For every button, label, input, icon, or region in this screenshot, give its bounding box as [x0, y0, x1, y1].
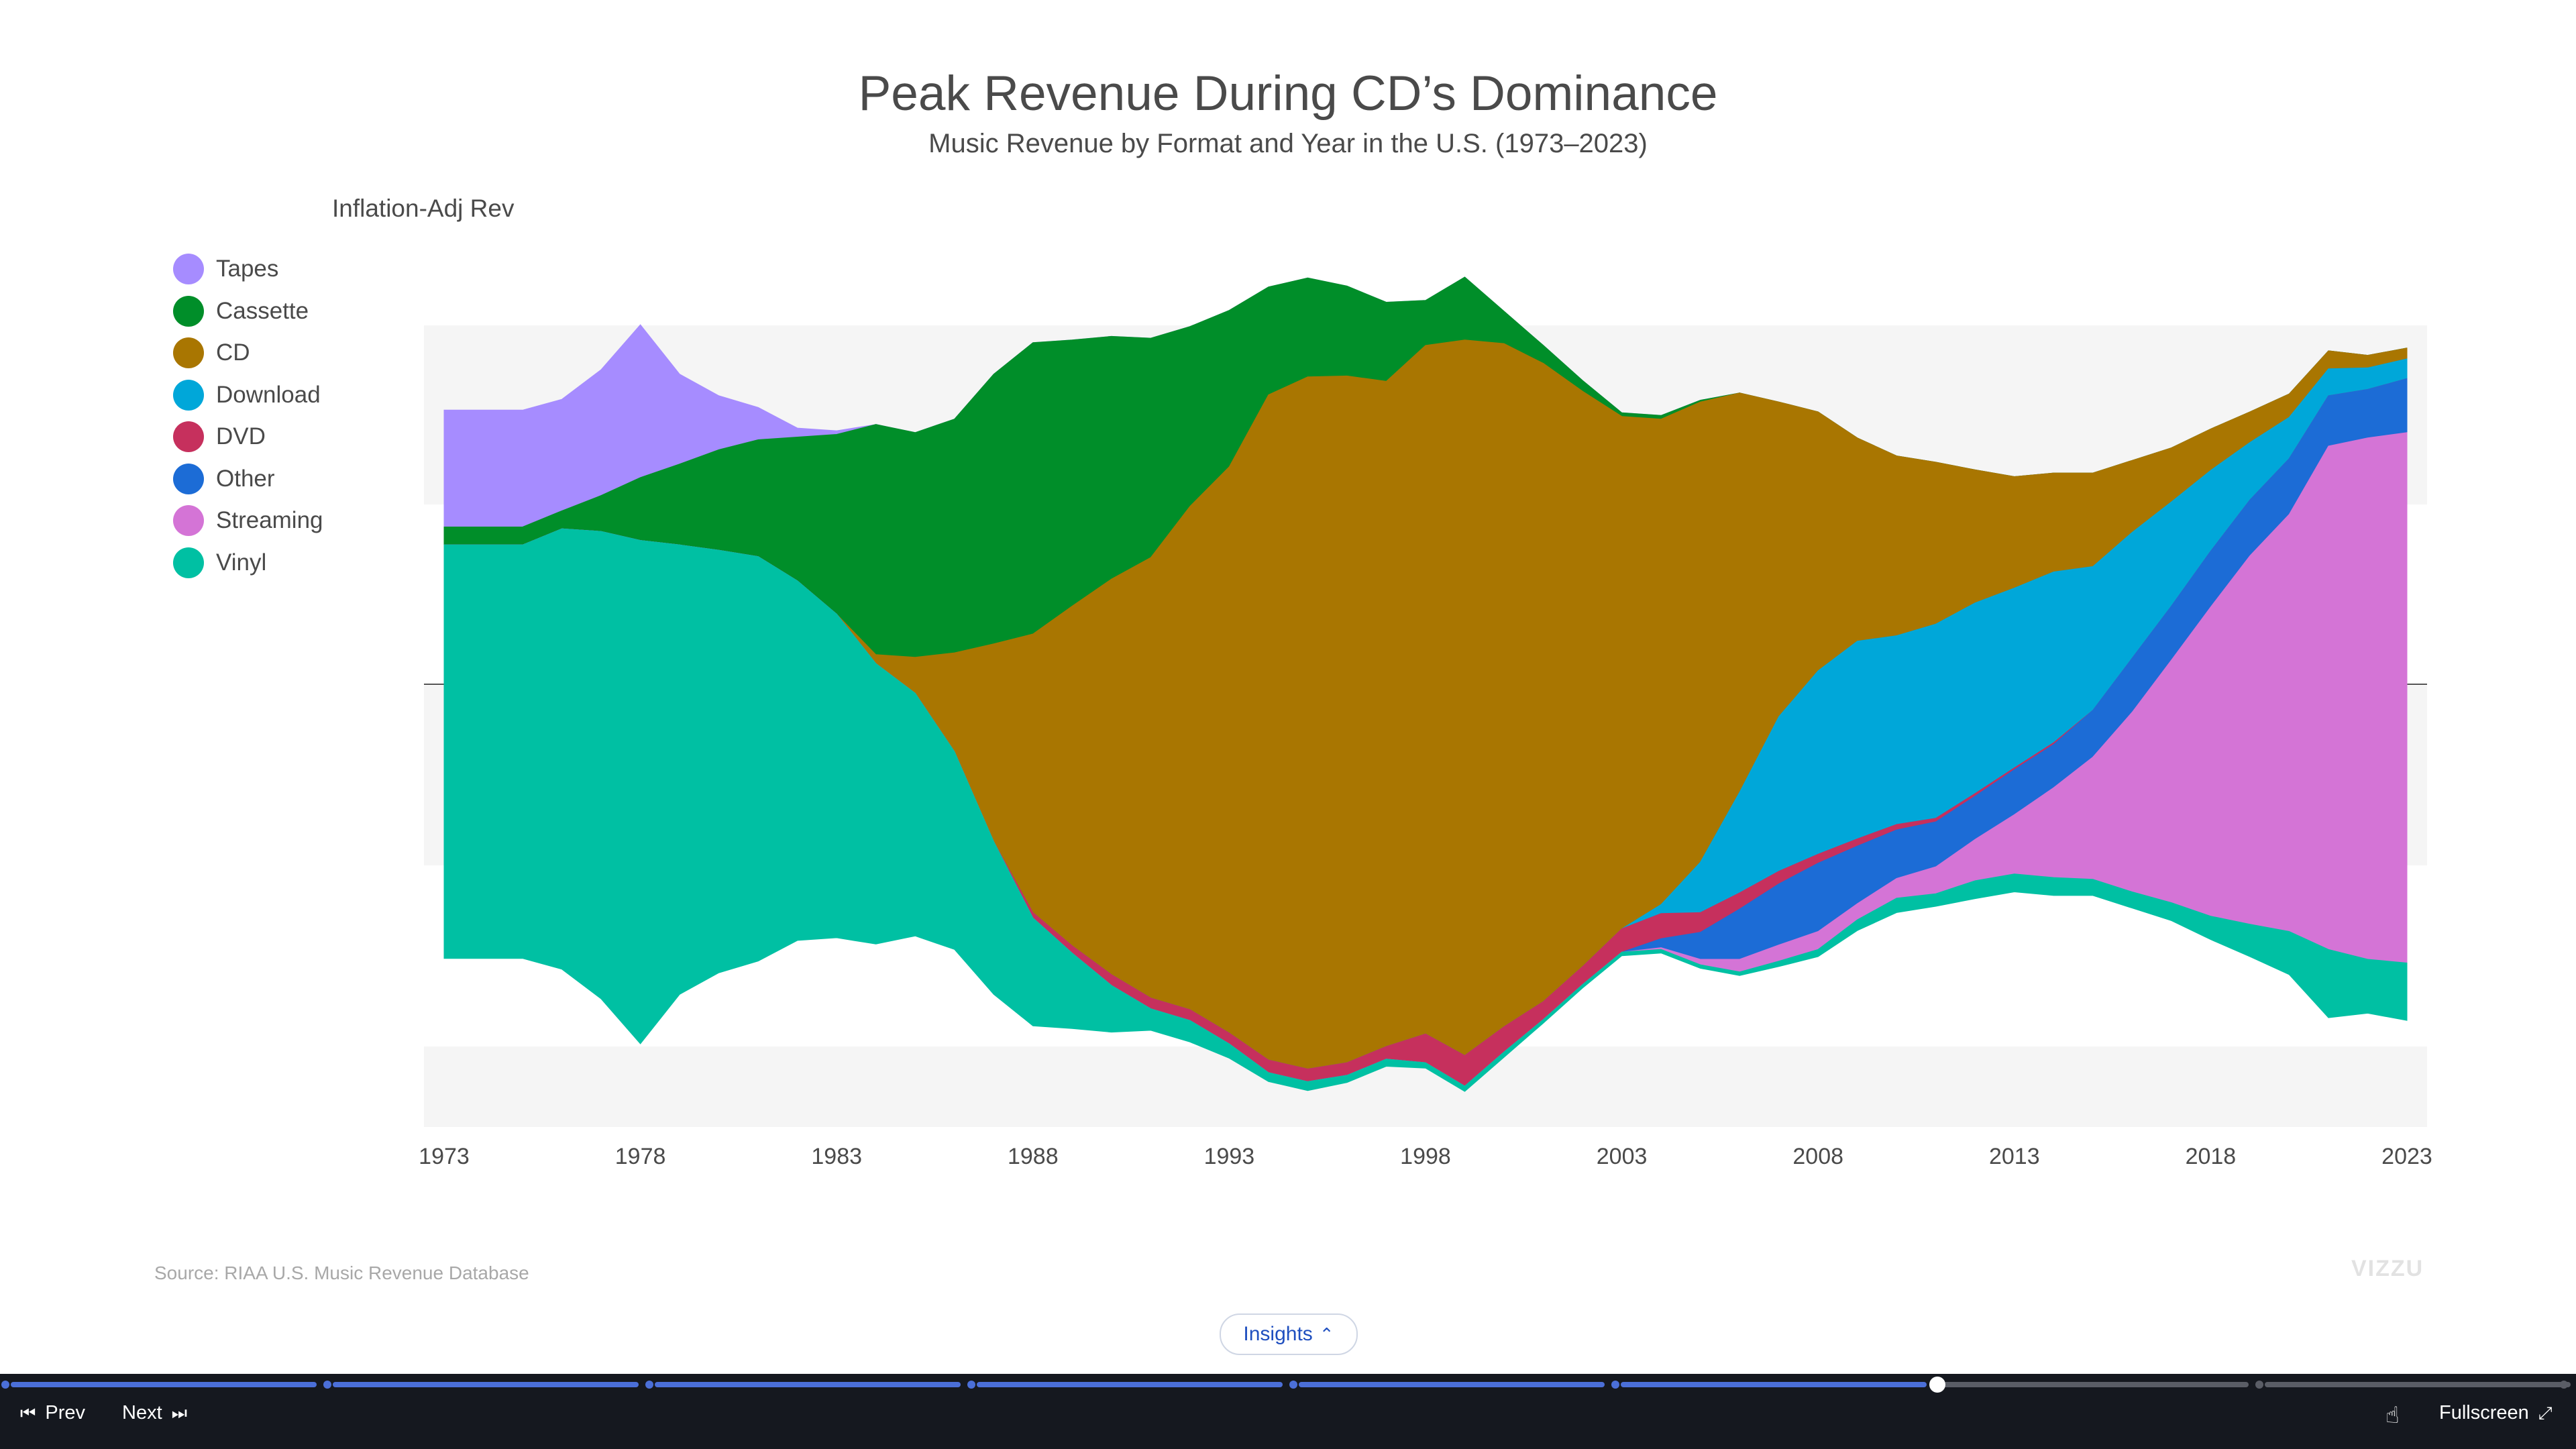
legend-item-streaming[interactable]: Streaming [173, 500, 323, 542]
step-marker-1[interactable] [1, 1381, 9, 1389]
hand-pointer-icon: ☝ [2385, 1403, 2400, 1428]
x-tick-1988: 1988 [1008, 1144, 1059, 1169]
x-tick-2013: 2013 [1989, 1144, 2040, 1169]
step-marker-3[interactable] [645, 1381, 653, 1389]
legend-item-cd[interactable]: CD [173, 332, 323, 374]
legend-swatch-streaming [173, 505, 204, 537]
step-segment-7[interactable] [1943, 1382, 2249, 1387]
x-tick-1993: 1993 [1204, 1144, 1255, 1169]
step-marker-5[interactable] [1289, 1381, 1297, 1389]
step-marker-8[interactable] [2255, 1381, 2263, 1389]
step-segment-4[interactable] [977, 1382, 1283, 1387]
progress-track[interactable] [0, 1374, 2576, 1401]
x-tick-1978: 1978 [615, 1144, 666, 1169]
step-segment-2[interactable] [333, 1382, 639, 1387]
legend-label-tapes: Tapes [216, 256, 279, 282]
step-marker-6[interactable] [1611, 1381, 1619, 1389]
chevron-up-icon: ⌃ [1319, 1324, 1334, 1344]
chart-title: Peak Revenue During CD’s Dominance [858, 66, 1718, 121]
vizzu-logo: VIZZU [2351, 1256, 2424, 1281]
pointer-toggle[interactable]: ☝ [2385, 1402, 2400, 1429]
x-tick-2003: 2003 [1597, 1144, 1648, 1169]
legend-swatch-cd [173, 337, 204, 369]
skip-previous-icon: ⏮ [20, 1402, 36, 1423]
fullscreen-exit-icon: ⤢ [2538, 1402, 2553, 1423]
legend-label-vinyl: Vinyl [216, 549, 267, 576]
prev-label: Prev [45, 1402, 86, 1424]
legend-item-download[interactable]: Download [173, 374, 323, 417]
legend-item-other[interactable]: Other [173, 458, 323, 500]
step-segment-5[interactable] [1299, 1382, 1605, 1387]
legend-swatch-download [173, 379, 204, 411]
x-tick-1973: 1973 [419, 1144, 470, 1169]
legend-label-other: Other [216, 465, 275, 492]
step-marker-4[interactable] [967, 1381, 975, 1389]
legend-item-cassette[interactable]: Cassette [173, 290, 323, 333]
legend-label-dvd: DVD [216, 423, 266, 450]
area-vinyl[interactable] [443, 528, 2408, 1092]
fullscreen-button[interactable]: Fullscreen ⤢ [2439, 1402, 2553, 1424]
fullscreen-label: Fullscreen [2439, 1402, 2529, 1424]
skip-next-icon: ⏭ [171, 1402, 188, 1423]
legend-label-download: Download [216, 381, 321, 408]
legend-item-dvd[interactable]: DVD [173, 416, 323, 458]
step-marker-2[interactable] [323, 1381, 331, 1389]
legend-item-tapes[interactable]: Tapes [173, 248, 323, 290]
x-tick-2008: 2008 [1792, 1144, 1843, 1169]
legend-item-vinyl[interactable]: Vinyl [173, 542, 323, 584]
step-segment-8[interactable] [2265, 1382, 2571, 1387]
legend-swatch-dvd [173, 421, 204, 453]
legend-swatch-vinyl [173, 547, 204, 578]
x-tick-2023: 2023 [2381, 1144, 2432, 1169]
legend-label-cd: CD [216, 339, 250, 366]
step-segment-3[interactable] [655, 1382, 961, 1387]
chart-subtitle: Music Revenue by Format and Year in the … [928, 129, 1648, 158]
x-tick-1998: 1998 [1400, 1144, 1451, 1169]
step-segment-1[interactable] [11, 1382, 317, 1387]
legend-swatch-cassette [173, 295, 204, 327]
legend-swatch-tapes [173, 254, 204, 285]
x-tick-2018: 2018 [2186, 1144, 2237, 1169]
step-marker-end[interactable] [2560, 1381, 2568, 1389]
insights-button[interactable]: Insights ⌃ [1220, 1313, 1358, 1355]
progress-handle[interactable] [1929, 1377, 1945, 1393]
prev-button[interactable]: ⏮ Prev [20, 1402, 85, 1424]
next-button[interactable]: Next ⏭ [122, 1402, 187, 1424]
chart-legend: Tapes Cassette CD Download DVD Other Str… [173, 248, 323, 584]
legend-swatch-other [173, 463, 204, 494]
y-axis-label: Inflation-Adj Rev [332, 195, 515, 222]
legend-label-cassette: Cassette [216, 297, 309, 324]
source-note: Source: RIAA U.S. Music Revenue Database [154, 1263, 529, 1283]
step-segment-6[interactable] [1621, 1382, 1927, 1387]
x-tick-1983: 1983 [811, 1144, 862, 1169]
player-bar [0, 1374, 2576, 1449]
chart-stage: Peak Revenue During CD’s Dominance Music… [154, 66, 2432, 1355]
streamgraph-plot: 1973 1978 1983 1988 1993 1998 2003 2008 2013 2018… [419, 276, 2432, 1169]
insights-label: Insights [1243, 1323, 1313, 1345]
next-label: Next [122, 1402, 162, 1424]
legend-label-streaming: Streaming [216, 507, 323, 534]
